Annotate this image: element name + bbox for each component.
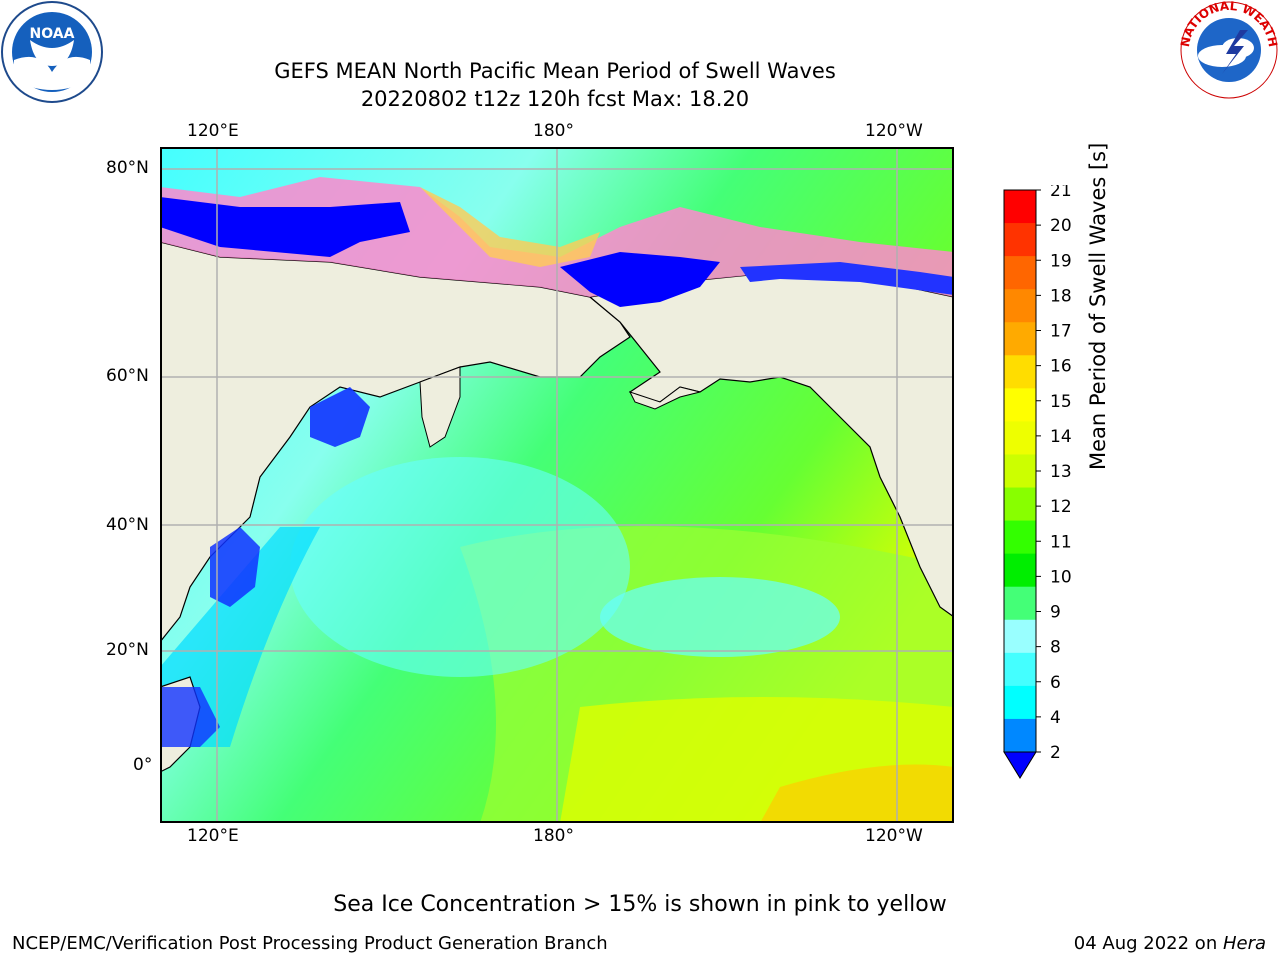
colorbar-tick-label: 9 xyxy=(1050,603,1061,623)
colorbar-tick-label: 20 xyxy=(1050,216,1072,236)
run-host: Hera xyxy=(1222,933,1266,954)
colorbar-tick-label: 2 xyxy=(1050,743,1061,763)
noaa-logo: NOAA xyxy=(1,1,103,103)
lon-label-bottom-180: 180° xyxy=(533,826,574,846)
colorbar-tick-label: 21 xyxy=(1050,185,1072,201)
run-date: 04 Aug 2022 on Hera xyxy=(1074,933,1266,954)
lat-label-20n: 20°N xyxy=(106,640,149,660)
lon-label-top-180: 180° xyxy=(533,121,574,141)
lat-label-80n: 80°N xyxy=(106,158,149,178)
colorbar-tick-label: 4 xyxy=(1050,708,1061,728)
nws-logo: NATIONAL WEATHER SERVICE xyxy=(1178,0,1280,99)
colorbar-segment xyxy=(1004,586,1036,621)
colorbar-tick-label: 12 xyxy=(1050,497,1072,517)
colorbar-tick-label: 15 xyxy=(1050,392,1072,412)
colorbar-segment xyxy=(1004,190,1036,224)
colorbar-label: Mean Period of Swell Waves [s] xyxy=(1086,142,1110,470)
colorbar-tick-label: 17 xyxy=(1050,322,1072,342)
colorbar-tick-label: 8 xyxy=(1050,638,1061,658)
colorbar-segment xyxy=(1004,685,1036,720)
swell-period-map xyxy=(160,147,954,823)
colorbar-segment xyxy=(1004,223,1036,257)
colorbar-tick-label: 10 xyxy=(1050,567,1072,587)
colorbar-segment xyxy=(1004,454,1036,489)
colorbar-segment xyxy=(1004,355,1036,389)
colorbar-tick-label: 6 xyxy=(1050,673,1061,693)
colorbar-tick-label: 19 xyxy=(1050,251,1072,271)
lat-label-40n: 40°N xyxy=(106,515,149,535)
graticule xyxy=(160,147,954,823)
colorbar-segment xyxy=(1004,520,1036,555)
colorbar-segment xyxy=(1004,553,1036,588)
lat-label-0: 0° xyxy=(133,755,153,775)
okhotsk-short-period xyxy=(310,387,370,447)
short-period-patch xyxy=(600,577,840,657)
colorbar-segment xyxy=(1004,256,1036,290)
colorbar-tick-label: 13 xyxy=(1050,462,1072,482)
colorbar-segment xyxy=(1004,388,1036,422)
lon-label-top-120w: 120°W xyxy=(865,121,923,141)
lon-label-top-120e: 120°E xyxy=(187,121,239,141)
sea-ice-note: Sea Ice Concentration > 15% is shown in … xyxy=(333,892,947,917)
land-alaska-peninsula xyxy=(629,386,701,410)
south-swell-core xyxy=(760,764,954,823)
colorbar-tick-label: 14 xyxy=(1050,427,1072,447)
sea-of-japan xyxy=(210,527,260,607)
credit-text: NCEP/EMC/Verification Post Processing Pr… xyxy=(12,933,608,954)
colorbar-tick-label: 11 xyxy=(1050,532,1072,552)
chukchi-short-period xyxy=(740,262,954,295)
colorbar-segment xyxy=(1004,289,1036,323)
colorbar-segment xyxy=(1004,652,1036,687)
lat-label-60n: 60°N xyxy=(106,366,149,386)
colorbar-segment xyxy=(1004,487,1036,522)
run-date-text: 04 Aug 2022 on xyxy=(1073,933,1223,954)
svg-text:NOAA: NOAA xyxy=(30,26,75,42)
lon-label-bottom-120w: 120°W xyxy=(865,826,923,846)
colorbar-segment xyxy=(1004,421,1036,455)
land-kamchatka xyxy=(419,366,461,448)
bering-short-period xyxy=(560,252,720,307)
arctic-short-period xyxy=(160,197,410,257)
arctic-ice-yellow xyxy=(420,187,600,267)
colorbar-segment xyxy=(1004,619,1036,654)
colorbar: 21 20 19 18 17 16 15 14 13 12 11 10 9 8 6 4 2 xyxy=(1003,185,1072,779)
colorbar-segment xyxy=(1004,718,1036,752)
south-china-sea xyxy=(160,687,220,747)
chart-title: GEFS MEAN North Pacific Mean Period of S… xyxy=(274,59,836,83)
colorbar-segment xyxy=(1004,322,1036,356)
colorbar-tick-label: 18 xyxy=(1050,286,1072,306)
chart-subtitle: 20220802 t12z 120h fcst Max: 18.20 xyxy=(360,87,750,111)
colorbar-tick-label: 16 xyxy=(1050,357,1072,377)
mid-pacific-patch xyxy=(290,457,630,677)
lon-label-bottom-120e: 120°E xyxy=(187,826,239,846)
colorbar-extend-arrow xyxy=(1003,751,1037,779)
map-frame xyxy=(160,147,954,823)
